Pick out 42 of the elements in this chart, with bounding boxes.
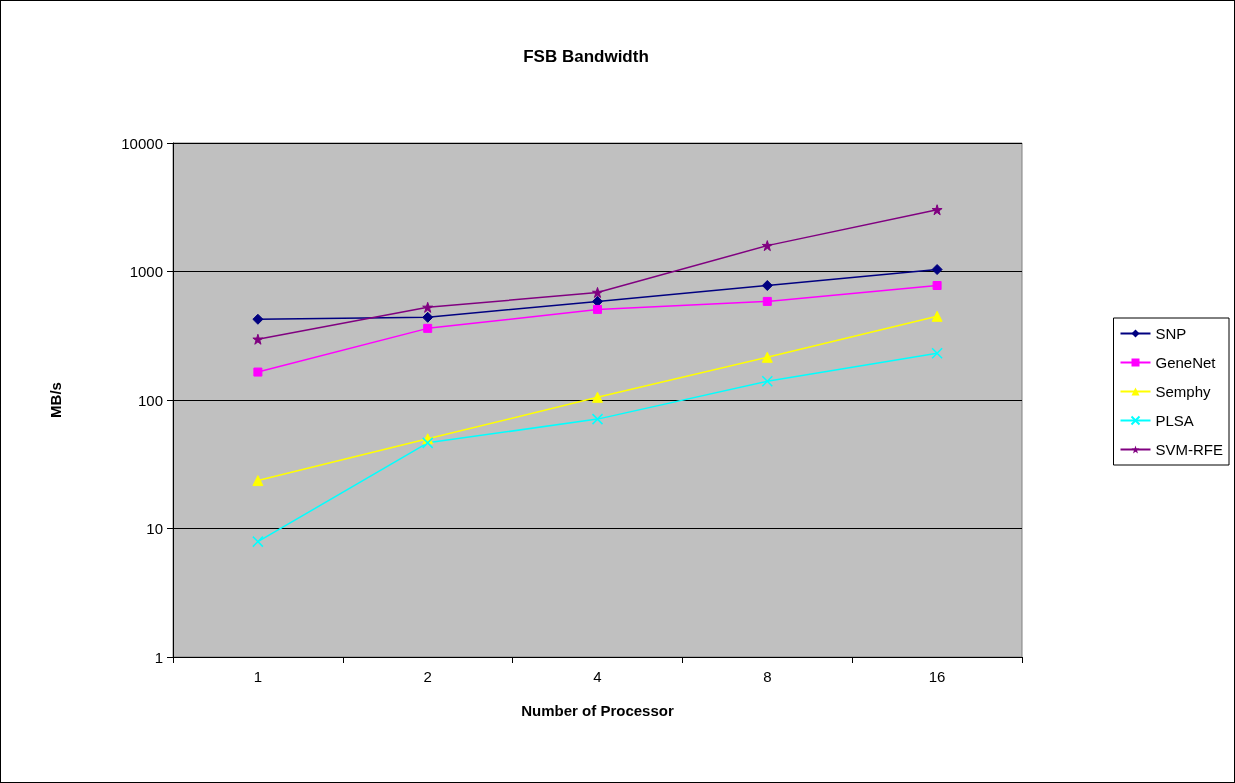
x-tick-label: 1 — [253, 668, 263, 685]
y-tick-label: 1000 — [129, 263, 163, 280]
point — [761, 240, 773, 252]
legend-label: SNP — [1155, 325, 1187, 342]
point — [931, 204, 943, 216]
legend-label: PLSA — [1155, 412, 1194, 429]
point — [422, 311, 434, 323]
x-tick-label: 16 — [928, 668, 946, 685]
x-tick-label: 2 — [423, 668, 432, 685]
point — [423, 323, 433, 333]
x-axis-title: Number of Processor — [521, 702, 674, 719]
point — [931, 310, 943, 322]
point — [252, 535, 264, 548]
point — [592, 295, 603, 307]
point — [761, 375, 774, 387]
point — [252, 475, 264, 487]
point — [931, 347, 943, 360]
y-axis-title: MB/s — [47, 382, 64, 418]
point — [591, 413, 604, 425]
y-tick-label: 1 — [154, 648, 163, 666]
y-tick-label: 10000 — [121, 134, 163, 152]
point — [593, 304, 602, 314]
point — [762, 296, 772, 306]
point — [252, 313, 264, 325]
legend-label: Semphy — [1155, 383, 1212, 400]
point — [592, 391, 603, 403]
y-tick-label: 100 — [137, 391, 163, 409]
point — [592, 286, 603, 298]
legend-label: SVM-RFE — [1155, 441, 1223, 458]
legend-label: GeneNet — [1155, 354, 1217, 371]
point — [761, 351, 773, 363]
point — [253, 367, 263, 377]
chart-title: FSB Bandwidth — [523, 47, 649, 66]
x-tick-label: 4 — [593, 668, 602, 685]
point — [252, 333, 264, 345]
y-tick-label: 10 — [146, 520, 163, 537]
point — [422, 301, 434, 313]
point — [931, 264, 943, 276]
point — [932, 281, 942, 291]
point — [761, 280, 773, 292]
x-tick-label: 8 — [763, 668, 772, 685]
point — [421, 437, 434, 449]
